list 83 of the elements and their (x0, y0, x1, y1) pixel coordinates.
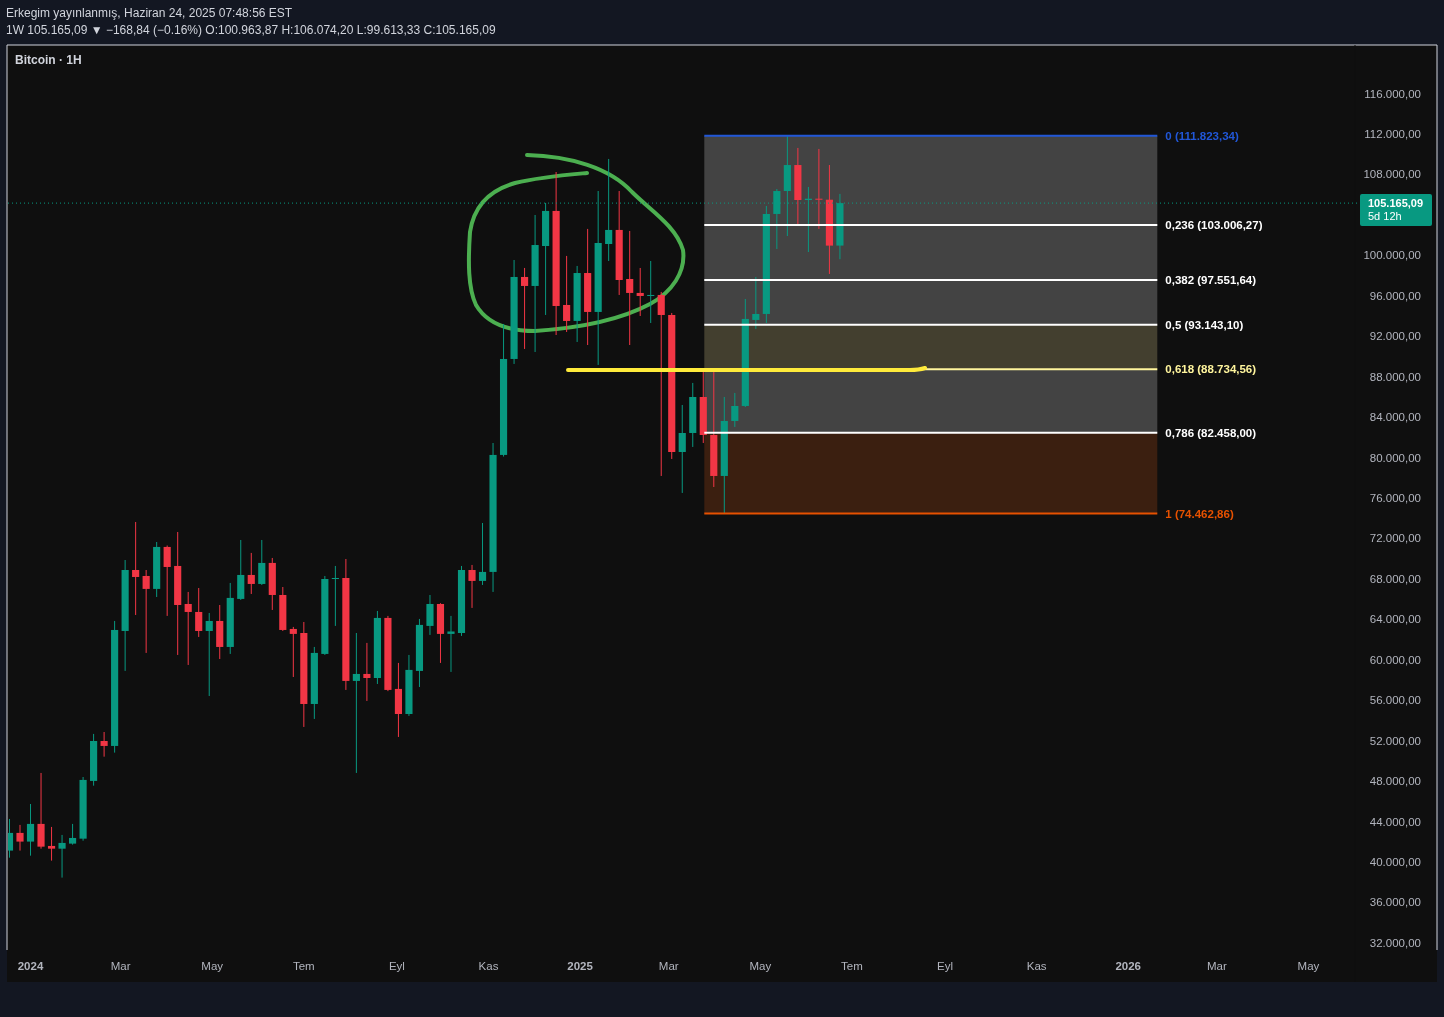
candlestick (258, 539, 266, 586)
candlestick (163, 545, 171, 617)
x-tick-label: Tem (841, 960, 863, 972)
y-tick-label: 92.000,00 (1369, 330, 1421, 343)
x-tick-label: 2025 (567, 960, 594, 972)
text: 5d 12h (1368, 210, 1402, 223)
candlestick (331, 565, 339, 627)
candlestick (289, 626, 297, 678)
x-tick-label: May (749, 960, 772, 972)
ref-line-label: 0,786 (82.458,00) (1165, 426, 1257, 439)
candlestick (58, 834, 66, 879)
y-tick-label: 84.000,00 (1369, 411, 1421, 424)
x-tick-label: Kas (478, 960, 499, 972)
x-tick-label: 2026 (1115, 960, 1142, 972)
candlestick (8, 818, 14, 859)
y-tick-label: 40.000,00 (1369, 856, 1421, 869)
chart-title: Erkegim yayınlanmış, Haziran 24, 2025 07:48:56 EST (6, 6, 293, 20)
candlestick (478, 522, 487, 586)
y-tick-label: 56.000,00 (1369, 694, 1421, 707)
ref-line-label: 0,618 (88.734,56) (1165, 363, 1257, 376)
x-tick-label: May (1297, 960, 1320, 972)
x-tick-label: May (201, 960, 224, 972)
y-tick-label: 72.000,00 (1369, 532, 1421, 545)
candlestick (563, 255, 571, 333)
candlestick (426, 594, 434, 636)
y-tick-label: 96.000,00 (1369, 289, 1421, 302)
y-tick-label: 32.000,00 (1369, 936, 1421, 949)
y-tick-label: 68.000,00 (1369, 572, 1421, 585)
y-tick-label: 48.000,00 (1369, 775, 1421, 788)
candlestick (195, 587, 203, 638)
candlestick (363, 642, 371, 702)
y-tick-label: 44.000,00 (1369, 815, 1421, 828)
candlestick (626, 230, 634, 346)
candlestick (26, 803, 35, 857)
y-tick-label: 64.000,00 (1369, 613, 1421, 626)
candlestick (69, 823, 77, 846)
x-tick-label: Mar (110, 960, 131, 972)
y-tick-label: 88.000,00 (1369, 370, 1421, 383)
candlestick (16, 824, 24, 852)
candlestick (100, 731, 108, 758)
x-tick-label: Mar (1206, 960, 1227, 972)
candlestick (815, 148, 823, 230)
candlestick (447, 615, 455, 673)
candlestick (657, 291, 665, 477)
y-tick-label: 112.000,00 (1364, 127, 1421, 140)
candlestick (132, 521, 140, 616)
ref-line-label: 0,382 (97.551,64) (1165, 274, 1257, 287)
candlestick (752, 276, 760, 330)
candlestick (647, 260, 655, 324)
x-tick-label: 2024 (17, 960, 44, 972)
ref-line-label: 1 (74.462,86) (1165, 507, 1234, 520)
candlestick (678, 404, 686, 494)
x-tick-label: Eyl (937, 960, 954, 972)
candlestick (142, 569, 150, 654)
y-tick-label: 116.000,00 (1364, 87, 1421, 100)
chart-subtitle: 1W 105.165,09 ▼ −168,84 (−0.16%) O:100.963,87 H:106.074,20 L:99.613,33 C:105.165,09 (6, 23, 496, 37)
candlestick (37, 772, 45, 850)
y-tick-label: 36.000,00 (1369, 896, 1421, 909)
y-tick-label: 108.000,00 (1363, 168, 1421, 181)
y-tick-label: 52.000,00 (1369, 734, 1421, 747)
candlestick (184, 591, 192, 666)
ref-line-label: 105.165,09 (1368, 197, 1424, 210)
candlestick (205, 612, 213, 697)
y-tick-label: 60.000,00 (1369, 653, 1421, 666)
candlestick (521, 267, 529, 350)
annotation: Bitcoin · 1H (15, 53, 82, 67)
ref-line-label: 0,236 (103.006,27) (1165, 218, 1263, 231)
y-tick-label: 80.000,00 (1369, 451, 1421, 464)
candlestick (247, 552, 255, 595)
x-tick-label: Tem (292, 960, 315, 972)
x-tick-label: Mar (658, 960, 679, 972)
x-tick-label: Kas (1026, 960, 1047, 972)
y-tick-label: 76.000,00 (1369, 492, 1421, 505)
candlestick (47, 826, 56, 862)
ref-line-label: 0,5 (93.143,10) (1165, 318, 1244, 331)
candlestick (636, 267, 644, 317)
y-tick-label: 100.000,00 (1363, 249, 1421, 262)
candlestick (352, 632, 360, 774)
ref-line-label: 0 (111.823,34) (1165, 129, 1240, 142)
candlestick (731, 392, 739, 428)
candlestick (237, 539, 245, 601)
candlestick (468, 564, 476, 609)
x-tick-label: Eyl (388, 960, 405, 972)
